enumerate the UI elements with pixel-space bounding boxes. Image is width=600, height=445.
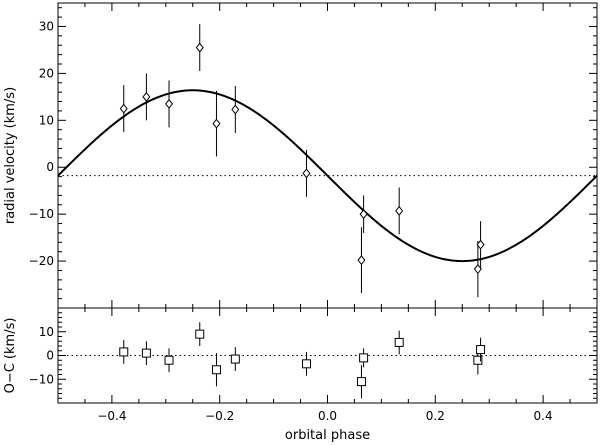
rv-point bbox=[142, 91, 151, 102]
residuals-panel: −10 0 10 −0.4 −0.2 0.0 0.2 0.4 O−C (km/s) orbi… bbox=[3, 307, 598, 443]
x-tick-label: −0.4 bbox=[97, 409, 126, 423]
orbit-fit-curve bbox=[57, 89, 598, 263]
y-axis-label-radial-velocity: radial velocity (km/s) bbox=[3, 87, 18, 224]
rv-point bbox=[357, 255, 366, 266]
residual-point bbox=[473, 355, 483, 365]
y-tick-label: −10 bbox=[29, 207, 54, 221]
bottom-y-tick-labels: −10 0 10 bbox=[29, 325, 54, 387]
x-tick-label: 0.0 bbox=[318, 409, 337, 423]
rv-points-layer bbox=[119, 24, 485, 298]
y-tick-label: −20 bbox=[29, 254, 54, 268]
residual-point bbox=[394, 337, 404, 347]
y-tick-label: 10 bbox=[39, 325, 54, 339]
rv-point bbox=[302, 168, 311, 179]
x-tick-label: −0.2 bbox=[205, 409, 234, 423]
residual-point bbox=[211, 365, 221, 375]
rv-point bbox=[195, 42, 204, 53]
residual-point bbox=[119, 347, 129, 357]
rv-point bbox=[395, 205, 404, 216]
residual-points-layer bbox=[119, 322, 486, 399]
x-tick-labels: −0.4 −0.2 0.0 0.2 0.4 bbox=[97, 409, 552, 423]
rv-point bbox=[212, 118, 221, 129]
rv-point bbox=[165, 98, 174, 109]
rv-point bbox=[231, 104, 240, 115]
residual-point bbox=[356, 377, 366, 387]
radial-velocity-panel: −20 −10 0 10 20 30 radial velocity (km/s) bbox=[3, 2, 598, 309]
y-tick-label: 0 bbox=[46, 349, 54, 363]
residual-point bbox=[359, 353, 369, 363]
residual-point bbox=[230, 354, 240, 364]
orbit-fit-layer bbox=[57, 89, 598, 263]
residual-point bbox=[164, 355, 174, 365]
y-tick-label: 10 bbox=[39, 113, 54, 127]
bottom-panel-ticks bbox=[57, 308, 598, 403]
residual-point bbox=[195, 329, 205, 339]
y-tick-label: 0 bbox=[46, 160, 54, 174]
residual-point bbox=[476, 345, 486, 355]
top-y-tick-labels: −20 −10 0 10 20 30 bbox=[29, 19, 54, 268]
residual-point bbox=[141, 348, 151, 358]
y-tick-label: −10 bbox=[29, 372, 54, 386]
y-axis-label-residuals: O−C (km/s) bbox=[3, 318, 18, 394]
x-tick-label: 0.2 bbox=[426, 409, 445, 423]
top-panel-ticks bbox=[57, 3, 598, 308]
rv-point bbox=[359, 209, 368, 220]
residual-point bbox=[301, 359, 311, 369]
x-axis-label-orbital-phase: orbital phase bbox=[285, 428, 370, 443]
y-tick-label: 20 bbox=[39, 66, 54, 80]
x-tick-label: 0.4 bbox=[534, 409, 553, 423]
y-tick-label: 30 bbox=[39, 19, 54, 33]
rv-point bbox=[476, 239, 485, 250]
rv-point bbox=[119, 103, 128, 114]
bottom-panel-frame bbox=[57, 307, 598, 404]
